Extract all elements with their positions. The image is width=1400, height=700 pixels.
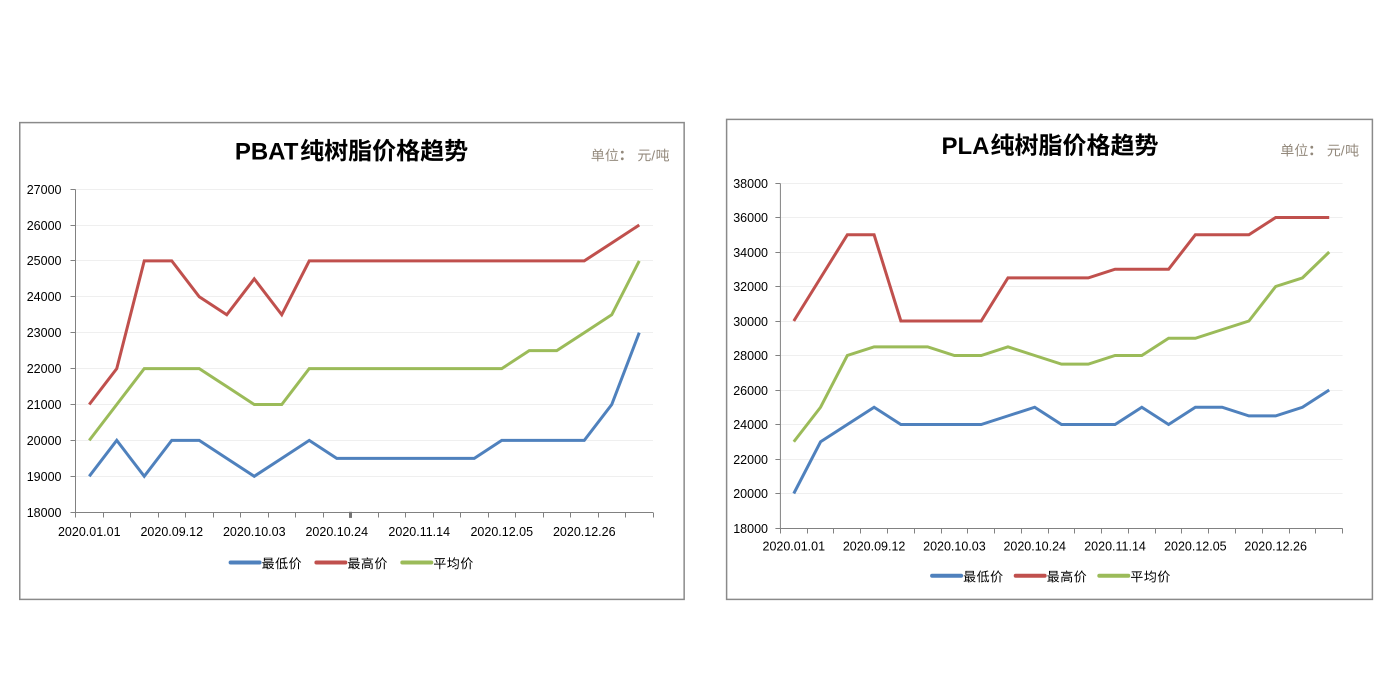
svg-text:36000: 36000 [733,211,768,225]
svg-text:PLA: PLA [942,133,990,160]
svg-text:2020.01.01: 2020.01.01 [58,525,121,539]
svg-text:2020.09.12: 2020.09.12 [843,540,906,554]
svg-text:2020.11.14: 2020.11.14 [388,525,450,539]
svg-text:34000: 34000 [733,246,768,260]
svg-text:25000: 25000 [27,254,62,268]
svg-text:2020.09.12: 2020.09.12 [140,525,203,539]
svg-text:18000: 18000 [733,522,768,536]
svg-text:22000: 22000 [733,453,768,467]
svg-text:20000: 20000 [27,434,62,448]
svg-text:30000: 30000 [733,315,768,329]
svg-text:24000: 24000 [27,290,62,304]
svg-text:23000: 23000 [27,326,62,340]
svg-text:2020.12.26: 2020.12.26 [1244,540,1307,554]
svg-text:/: / [651,147,655,163]
svg-text:18000: 18000 [27,506,62,520]
svg-text:2020.12.26: 2020.12.26 [553,525,616,539]
svg-text:21000: 21000 [27,398,62,412]
svg-text:27000: 27000 [27,183,62,197]
svg-text:/: / [1341,142,1345,158]
svg-text:PBAT: PBAT [235,138,299,165]
svg-text:2020.10.24: 2020.10.24 [305,525,368,539]
svg-text:2020.10.03: 2020.10.03 [923,540,986,554]
svg-text:28000: 28000 [733,349,768,363]
svg-text:24000: 24000 [733,418,768,432]
svg-text:32000: 32000 [733,280,768,294]
svg-text:2020.10.24: 2020.10.24 [1003,540,1066,554]
svg-text:2020.12.05: 2020.12.05 [1164,540,1227,554]
svg-text:2020.12.05: 2020.12.05 [470,525,533,539]
svg-text:38000: 38000 [733,177,768,191]
svg-text:26000: 26000 [27,219,62,233]
svg-text:2020.01.01: 2020.01.01 [763,540,826,554]
svg-text:2020.10.03: 2020.10.03 [223,525,286,539]
svg-text:2020.11.14: 2020.11.14 [1084,540,1146,554]
svg-text:26000: 26000 [733,384,768,398]
svg-text:20000: 20000 [733,487,768,501]
svg-text:22000: 22000 [27,362,62,376]
svg-text:19000: 19000 [27,470,62,484]
